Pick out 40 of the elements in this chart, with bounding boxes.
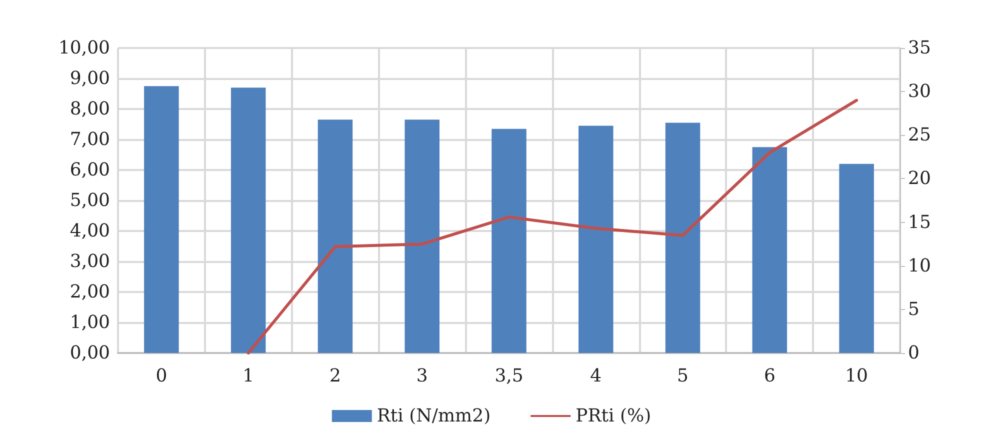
y-tick-label: 7,00 [70,129,110,150]
bar [144,86,179,353]
x-tick-label: 6 [764,366,776,386]
y-tick-label: 1,00 [70,312,110,333]
y-tick-label: 0,00 [70,342,110,364]
x-tick-label: 10 [845,366,868,386]
x-tick-label: 3 [416,366,428,386]
bar [665,122,700,353]
y2-tick-label: 10 [908,255,931,276]
bar [839,164,874,353]
y2-tick-label: 5 [908,298,920,320]
bar [752,147,788,353]
x-tick-label: 4 [590,366,602,386]
y-tick-label: 8,00 [70,98,110,120]
y2-tick-label: 0 [908,342,920,364]
bar [318,120,353,353]
x-tick-label: 2 [329,366,341,386]
y-tick-label: 5,00 [70,190,110,211]
x-tick-label: 1 [242,366,254,386]
x-tick-label: 5 [677,366,689,386]
bar [492,128,526,353]
legend-label: PRti (%) [576,406,652,426]
x-tick-label: 0 [156,366,168,386]
bar [404,120,440,353]
y-tick-label: 9,00 [70,68,110,89]
y-tick-label: 10,00 [58,38,110,58]
y2-tick-label: 20 [908,168,931,190]
y2-tick-label: 35 [908,38,931,58]
bar [578,126,614,353]
y2-tick-label: 15 [908,212,931,233]
y-tick-label: 2,00 [70,282,110,302]
x-tick-label: 3,5 [494,366,524,386]
y2-tick-label: 25 [908,124,931,146]
y-tick-label: 3,00 [70,251,110,272]
y-tick-label: 6,00 [70,160,110,180]
y2-tick-label: 30 [908,81,931,102]
bar [230,88,266,353]
legend-label: Rti (N/mm2) [376,406,491,426]
line-series [246,98,858,354]
y-tick-label: 4,00 [70,220,110,242]
